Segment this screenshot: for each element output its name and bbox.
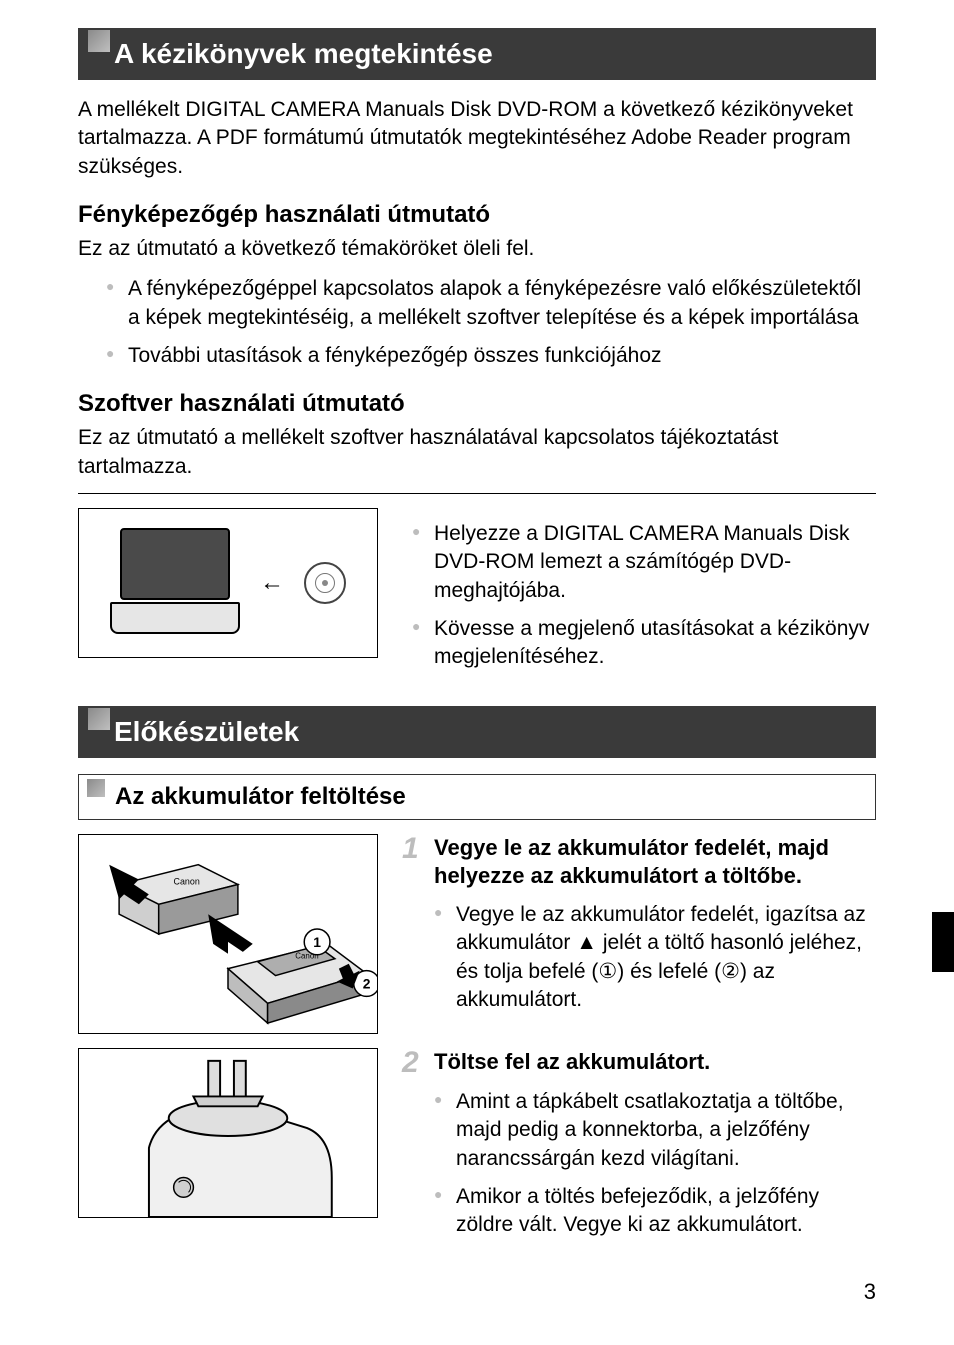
list-item: További utasítások a fényképezőgép össze… bbox=[106, 342, 876, 370]
camera-guide-desc: Ez az útmutató a következő témaköröket ö… bbox=[78, 235, 876, 263]
step-1-title: Vegye le az akkumulátor fedelét, majd he… bbox=[434, 834, 876, 891]
step-1-block: Canon Canon 1 2 bbox=[78, 834, 876, 1034]
callout-1: 1 bbox=[313, 934, 321, 950]
laptop-disc-illustration: ← bbox=[78, 508, 378, 658]
list-item: A fényképezőgéppel kapcsolatos alapok a … bbox=[106, 275, 876, 332]
software-guide-row: ← Helyezze a DIGITAL CAMERA Manuals Disk… bbox=[78, 508, 876, 682]
step-2-illustration bbox=[78, 1048, 378, 1218]
list-item: Helyezze a DIGITAL CAMERA Manuals Disk D… bbox=[412, 520, 876, 605]
sub-header-battery-text: Az akkumulátor feltöltése bbox=[115, 783, 406, 810]
list-item: Amikor a töltés befejeződik, a jelzőfény… bbox=[434, 1183, 876, 1240]
software-guide-heading: Szoftver használati útmutató bbox=[78, 390, 876, 418]
arrow-left-icon: ← bbox=[260, 569, 284, 597]
step-2-number: 2 bbox=[402, 1048, 424, 1078]
laptop-icon bbox=[110, 528, 240, 638]
page-number: 3 bbox=[864, 1279, 876, 1305]
section-header-manuals: A kézikönyvek megtekintése bbox=[78, 28, 876, 80]
step-2-block: 2 Töltse fel az akkumulátort. Amint a tá… bbox=[78, 1048, 876, 1250]
step-1-number: 1 bbox=[402, 834, 424, 864]
step-2-bullets: Amint a tápkábelt csatlakoztatja a töltő… bbox=[402, 1088, 876, 1240]
section-header-prep: Előkészületek bbox=[78, 706, 876, 758]
software-guide-desc: Ez az útmutató a mellékelt szoftver hasz… bbox=[78, 424, 876, 481]
section-header-manuals-text: A kézikönyvek megtekintése bbox=[114, 38, 493, 69]
page-edge-tab bbox=[932, 912, 954, 972]
section1-intro: A mellékelt DIGITAL CAMERA Manuals Disk … bbox=[78, 96, 876, 181]
divider bbox=[78, 493, 876, 494]
section-header-prep-text: Előkészületek bbox=[114, 716, 299, 747]
disc-icon bbox=[304, 562, 346, 604]
svg-text:Canon: Canon bbox=[174, 876, 200, 886]
step-2-title: Töltse fel az akkumulátort. bbox=[434, 1048, 710, 1077]
software-guide-bullets: Helyezze a DIGITAL CAMERA Manuals Disk D… bbox=[406, 520, 876, 672]
step-1-illustration: Canon Canon 1 2 bbox=[78, 834, 378, 1034]
callout-2: 2 bbox=[363, 975, 371, 991]
sub-header-battery: Az akkumulátor feltöltése bbox=[78, 774, 876, 820]
list-item: Kövesse a megjelenő utasításokat a kézik… bbox=[412, 615, 876, 672]
camera-guide-bullets: A fényképezőgéppel kapcsolatos alapok a … bbox=[78, 275, 876, 370]
camera-guide-heading: Fényképezőgép használati útmutató bbox=[78, 201, 876, 229]
list-item: Amint a tápkábelt csatlakoztatja a töltő… bbox=[434, 1088, 876, 1173]
step-1-bullets: Vegye le az akkumulátor fedelét, igazíts… bbox=[402, 901, 876, 1014]
list-item: Vegye le az akkumulátor fedelét, igazíts… bbox=[434, 901, 876, 1014]
